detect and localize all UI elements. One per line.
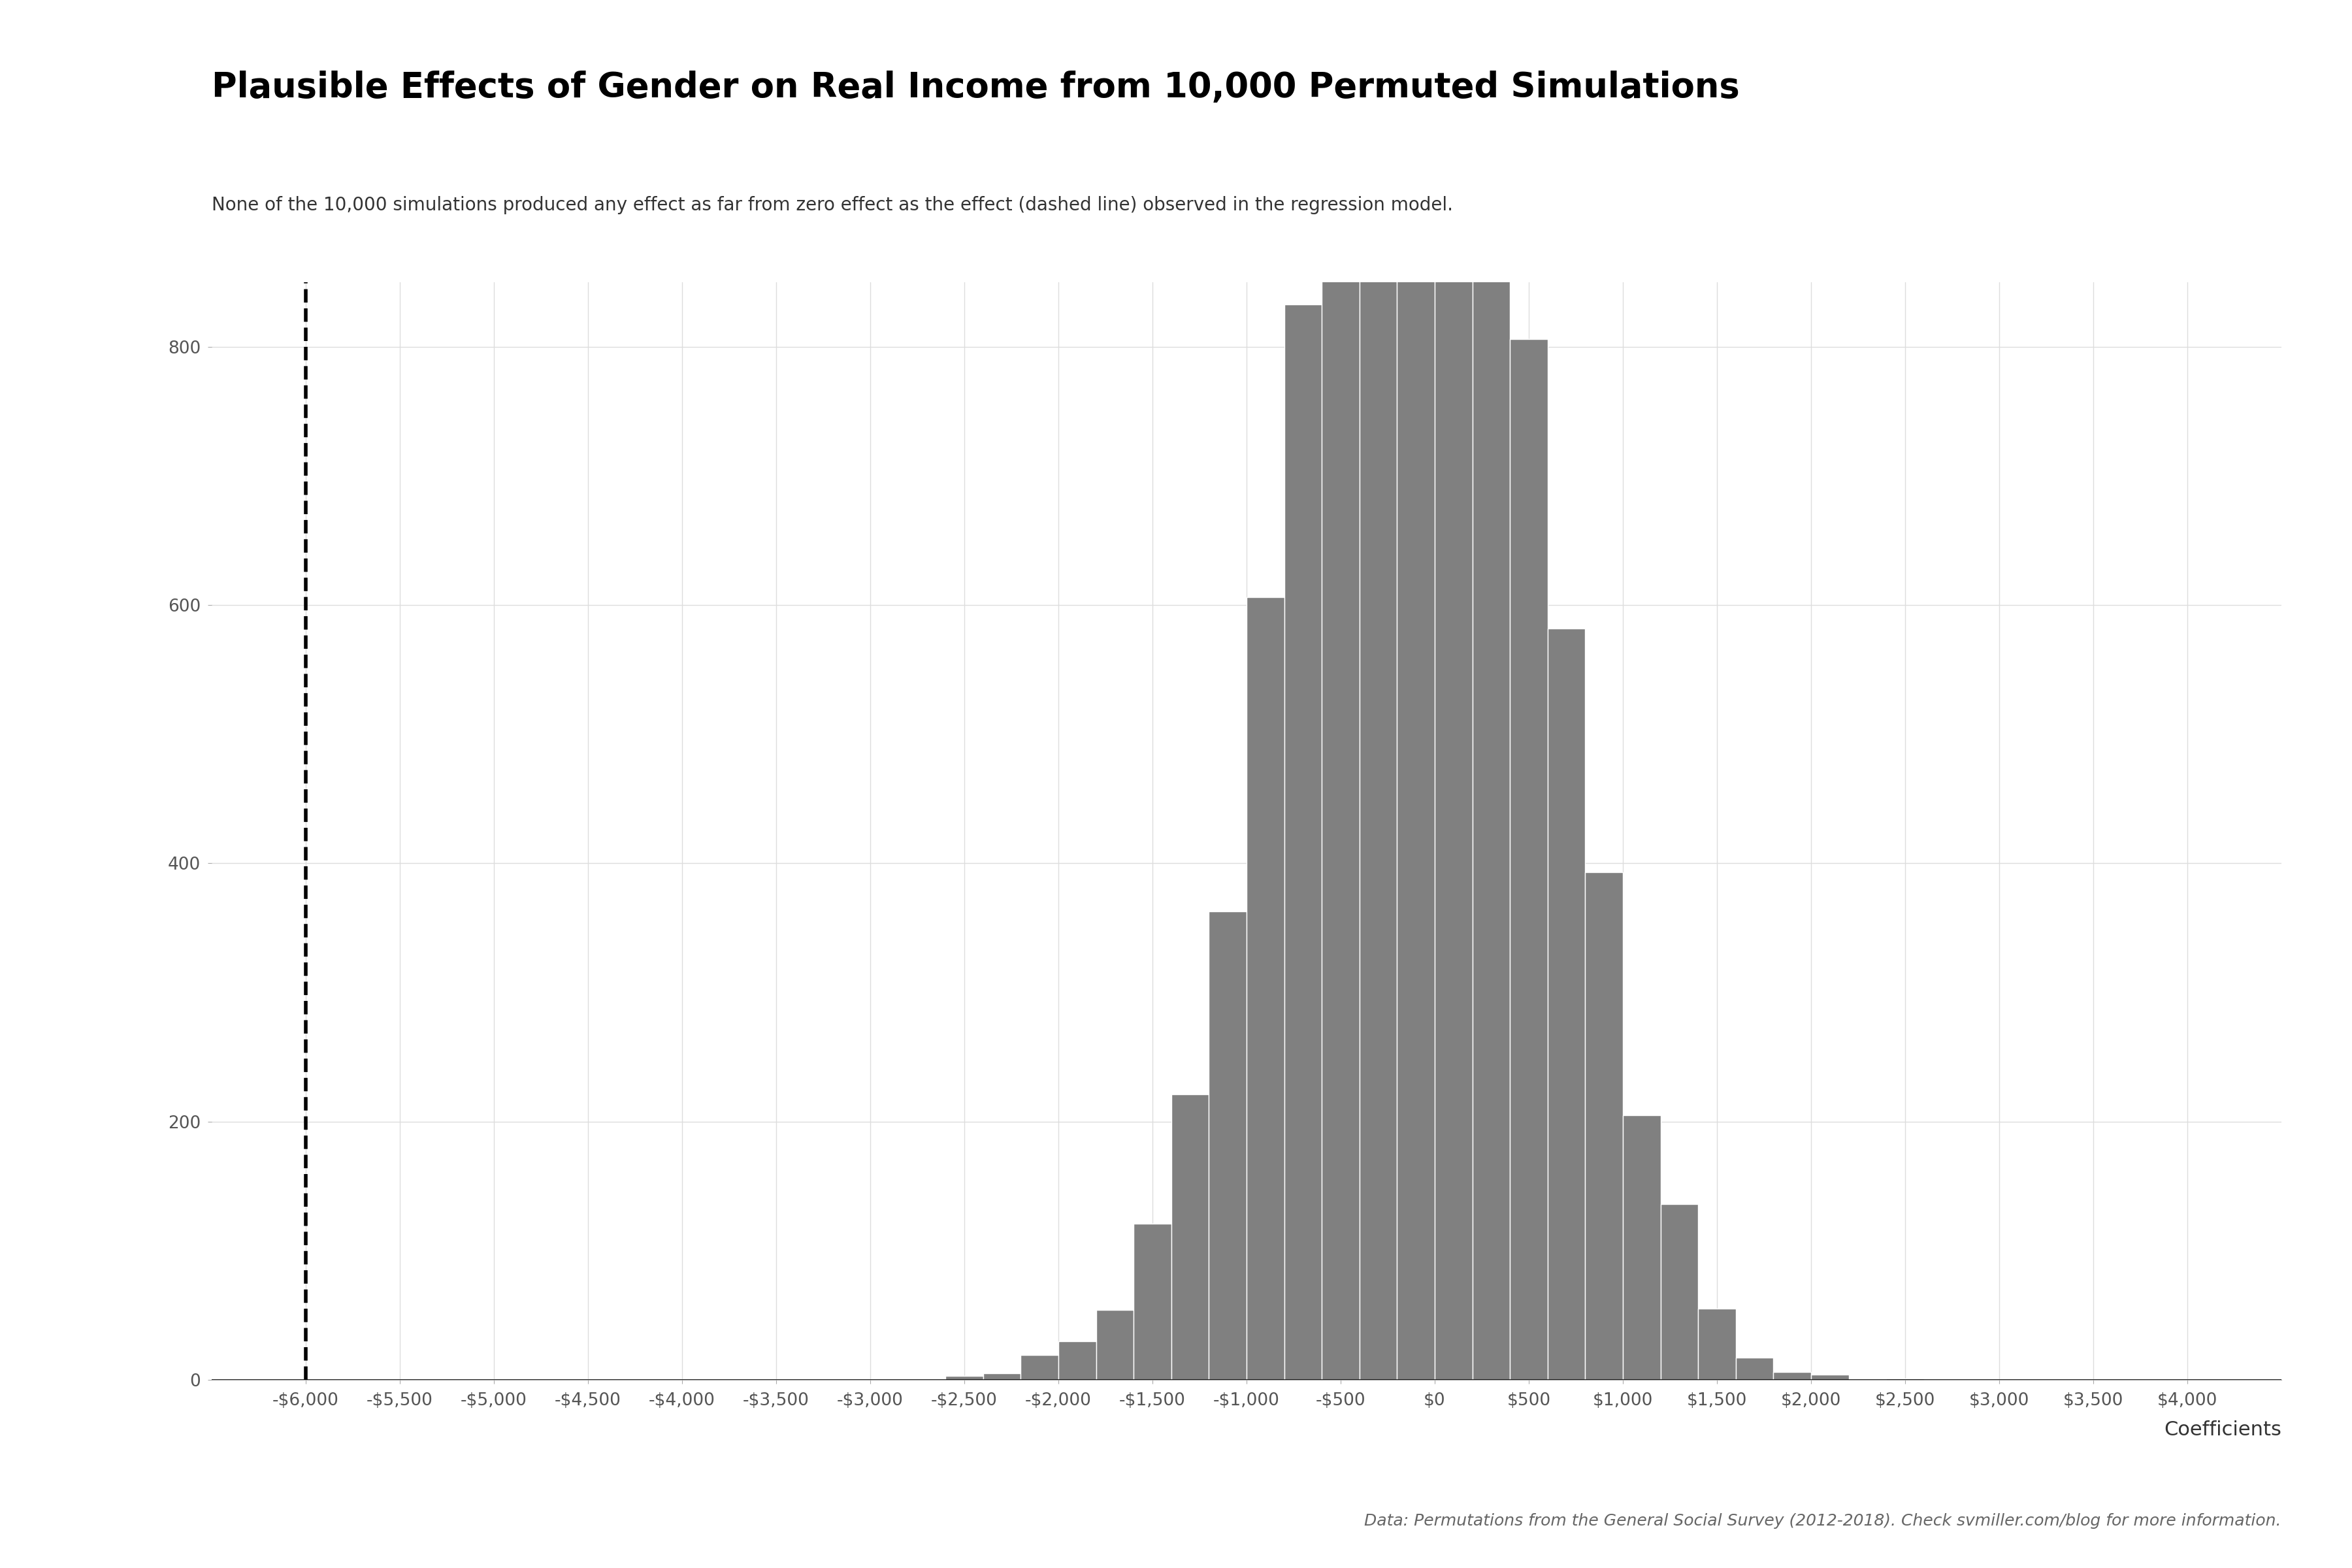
Bar: [1548, 629, 1585, 1380]
Bar: [1585, 872, 1623, 1380]
Text: Data: Permutations from the General Social Survey (2012-2018). Check svmiller.co: Data: Permutations from the General Soci…: [1364, 1513, 2281, 1529]
Bar: [983, 1374, 1021, 1380]
Bar: [1811, 1375, 1849, 1380]
Text: None of the 10,000 simulations produced any effect as far from zero effect as th: None of the 10,000 simulations produced …: [212, 196, 1454, 215]
Bar: [1284, 304, 1322, 1380]
Bar: [1773, 1372, 1811, 1380]
Bar: [946, 1377, 983, 1380]
Bar: [1435, 0, 1472, 1380]
Bar: [1171, 1094, 1209, 1380]
Bar: [1510, 339, 1548, 1380]
Bar: [1359, 0, 1397, 1380]
Bar: [1058, 1341, 1096, 1380]
Bar: [1209, 911, 1247, 1380]
Bar: [1021, 1355, 1058, 1380]
Text: Plausible Effects of Gender on Real Income from 10,000 Permuted Simulations: Plausible Effects of Gender on Real Inco…: [212, 71, 1740, 105]
Bar: [1472, 75, 1510, 1380]
Bar: [1698, 1309, 1736, 1380]
Bar: [1096, 1311, 1134, 1380]
Bar: [1661, 1204, 1698, 1380]
Bar: [1397, 0, 1435, 1380]
Bar: [1736, 1358, 1773, 1380]
Bar: [1134, 1223, 1171, 1380]
Bar: [1247, 597, 1284, 1380]
Bar: [1322, 63, 1359, 1380]
X-axis label: Coefficients: Coefficients: [2164, 1421, 2281, 1439]
Bar: [1623, 1115, 1661, 1380]
